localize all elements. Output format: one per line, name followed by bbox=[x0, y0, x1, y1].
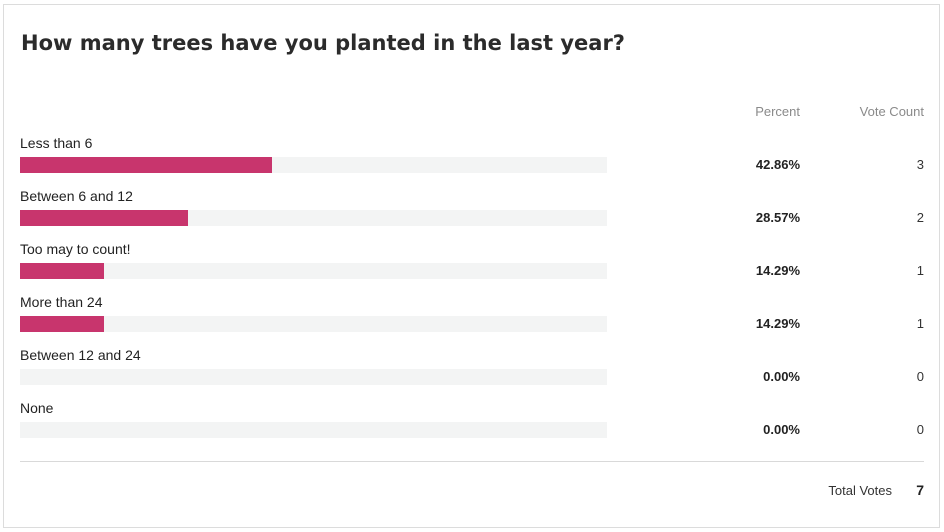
option-label: Less than 6 bbox=[20, 135, 93, 151]
result-bar-track bbox=[20, 157, 607, 173]
option-vote-count: 1 bbox=[916, 263, 924, 278]
total-votes-value: 7 bbox=[916, 482, 924, 498]
poll-option-row: None 0.00% 0 bbox=[4, 399, 939, 452]
option-label: Too may to count! bbox=[20, 241, 131, 257]
poll-option-row: Too may to count! 14.29% 1 bbox=[4, 240, 939, 293]
poll-option-row: Between 6 and 12 28.57% 2 bbox=[4, 187, 939, 240]
option-label: Between 12 and 24 bbox=[20, 347, 141, 363]
result-bar-track bbox=[20, 422, 607, 438]
option-label: Between 6 and 12 bbox=[20, 188, 133, 204]
result-bar-track bbox=[20, 210, 607, 226]
totals-divider bbox=[20, 461, 924, 462]
poll-option-row: More than 24 14.29% 1 bbox=[4, 293, 939, 346]
option-vote-count: 1 bbox=[916, 316, 924, 331]
option-vote-count: 3 bbox=[916, 157, 924, 172]
result-bar-fill bbox=[20, 157, 272, 173]
result-bar-track bbox=[20, 263, 607, 279]
result-bar-track bbox=[20, 316, 607, 332]
poll-question: How many trees have you planted in the l… bbox=[21, 31, 625, 55]
poll-option-row: Between 12 and 24 0.00% 0 bbox=[4, 346, 939, 399]
poll-option-row: Less than 6 42.86% 3 bbox=[4, 134, 939, 187]
option-label: None bbox=[20, 400, 54, 416]
option-percent: 14.29% bbox=[755, 316, 800, 331]
option-percent: 42.86% bbox=[755, 157, 800, 172]
result-bar-fill bbox=[20, 316, 104, 332]
option-vote-count: 0 bbox=[916, 369, 924, 384]
percent-column-header: Percent bbox=[755, 104, 800, 119]
poll-results-card: How many trees have you planted in the l… bbox=[3, 4, 940, 528]
result-bar-fill bbox=[20, 263, 104, 279]
vote-count-column-header: Vote Count bbox=[859, 104, 924, 119]
poll-options-list: Less than 6 42.86% 3 Between 6 and 12 28… bbox=[4, 134, 939, 452]
option-vote-count: 0 bbox=[916, 422, 924, 437]
total-votes-label: Total Votes bbox=[828, 483, 892, 498]
result-bar-track bbox=[20, 369, 607, 385]
option-percent: 0.00% bbox=[763, 369, 800, 384]
option-percent: 28.57% bbox=[755, 210, 800, 225]
option-vote-count: 2 bbox=[916, 210, 924, 225]
option-label: More than 24 bbox=[20, 294, 103, 310]
result-bar-fill bbox=[20, 210, 188, 226]
option-percent: 0.00% bbox=[763, 422, 800, 437]
option-percent: 14.29% bbox=[755, 263, 800, 278]
